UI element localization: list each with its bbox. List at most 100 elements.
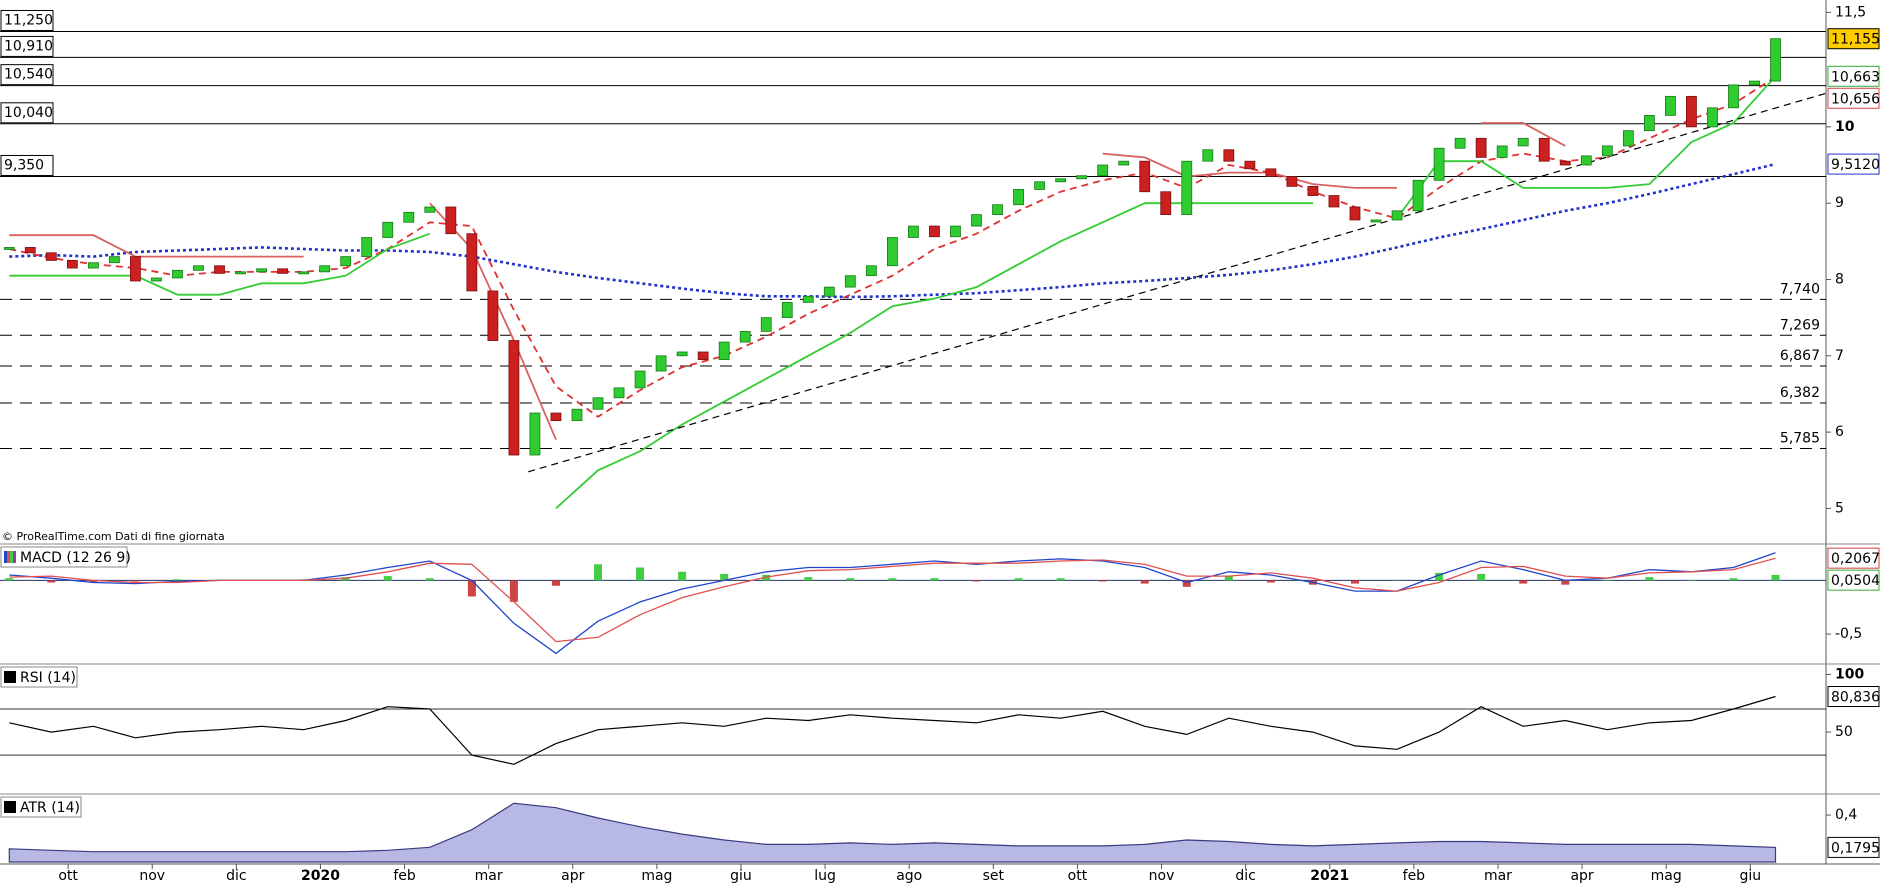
x-tick-label: mag xyxy=(1651,868,1682,884)
x-tick-label: ott xyxy=(58,868,78,884)
panel-title: ATR (14) xyxy=(20,800,80,816)
candle xyxy=(1202,149,1214,162)
candle xyxy=(277,268,289,274)
x-tick-label: set xyxy=(983,868,1005,884)
x-tick-label: dic xyxy=(226,868,246,884)
source-note: © ProRealTime.com Dati di fine giornata xyxy=(2,530,225,543)
level-label: 7,269 xyxy=(1780,317,1820,333)
histogram-bar xyxy=(1056,578,1065,581)
macd-line xyxy=(9,557,1776,643)
candle xyxy=(1076,175,1088,180)
candle xyxy=(592,397,604,410)
histogram-bar xyxy=(1224,576,1233,581)
value-badge xyxy=(1827,836,1880,858)
value-badge-label: 9,5120 xyxy=(1831,157,1880,173)
candle xyxy=(739,330,751,343)
candle xyxy=(1412,179,1424,212)
indicator-line xyxy=(1396,75,1777,219)
value-badge-label: 80,836 xyxy=(1831,690,1880,706)
level-label-box xyxy=(0,9,54,31)
level-label: 11,250 xyxy=(4,12,53,28)
candle xyxy=(1686,95,1697,128)
candle xyxy=(1517,137,1529,147)
value-badge-label: 11,155 xyxy=(1831,32,1880,48)
y-tick-label: -0,5 xyxy=(1835,626,1862,642)
x-tick-label: mar xyxy=(475,868,503,884)
candle xyxy=(655,355,667,372)
legend-box xyxy=(0,546,128,568)
x-tick-label: lug xyxy=(814,868,836,884)
candle xyxy=(1034,181,1045,190)
value-badge xyxy=(1827,686,1880,708)
candle xyxy=(508,340,520,456)
candle xyxy=(950,225,961,238)
candle xyxy=(403,211,415,223)
level-label: 5,785 xyxy=(1780,431,1820,447)
candle xyxy=(1475,137,1487,158)
histogram-bar xyxy=(1687,580,1696,581)
histogram-bar xyxy=(131,580,140,582)
candle xyxy=(718,341,730,361)
y-tick-label: 9 xyxy=(1835,195,1844,211)
candle xyxy=(1370,219,1382,223)
candle xyxy=(193,265,204,271)
candle xyxy=(1601,145,1613,157)
candle xyxy=(1496,145,1508,158)
histogram-bar xyxy=(804,577,813,581)
candle xyxy=(1286,176,1298,187)
panel-title: MACD (12 26 9) xyxy=(20,550,131,566)
candle xyxy=(1728,84,1739,109)
histogram-bar xyxy=(1561,580,1570,585)
candle xyxy=(1160,191,1172,216)
value-badge-label: 0,2067 xyxy=(1831,551,1880,567)
candle xyxy=(108,256,120,264)
candle xyxy=(24,247,36,254)
histogram-bar xyxy=(1014,578,1023,581)
histogram-bar xyxy=(1519,580,1528,584)
value-badge-label: 0,1795 xyxy=(1831,840,1880,856)
candle xyxy=(529,412,541,456)
rsi-legend: RSI (14) xyxy=(0,666,78,688)
level-label: 10,540 xyxy=(4,67,53,83)
histogram-bar xyxy=(1098,580,1107,582)
value-badge xyxy=(1827,87,1880,109)
candle xyxy=(130,256,141,282)
candle xyxy=(929,225,940,238)
candle xyxy=(550,412,562,422)
histogram-bar xyxy=(1350,580,1359,584)
level-label: 6,867 xyxy=(1780,348,1820,364)
candle xyxy=(151,277,162,282)
x-tick-label: 2021 xyxy=(1310,868,1349,884)
value-badge xyxy=(1827,569,1880,591)
histogram-bar xyxy=(47,580,56,583)
candle xyxy=(1664,95,1676,116)
candle xyxy=(1097,164,1109,177)
histogram-bar xyxy=(930,578,939,581)
candle xyxy=(781,301,793,319)
y-tick-label: 8 xyxy=(1835,271,1844,287)
x-tick-label: mag xyxy=(641,868,672,884)
candle xyxy=(1643,115,1655,132)
candle xyxy=(844,275,856,288)
candle xyxy=(466,233,478,292)
histogram-bar xyxy=(888,578,897,581)
histogram-bar xyxy=(173,579,182,581)
candle xyxy=(1223,149,1235,162)
candle xyxy=(908,225,919,238)
legend-icon xyxy=(10,551,13,563)
level-label: 10,040 xyxy=(4,105,53,121)
candle xyxy=(802,295,814,303)
candle xyxy=(298,271,310,275)
candle xyxy=(1622,130,1634,147)
x-tick-label: feb xyxy=(1403,868,1426,884)
y-tick-label: 5 xyxy=(1835,500,1844,516)
x-tick-label: apr xyxy=(1570,868,1593,884)
histogram-bar xyxy=(1182,580,1191,587)
level-label-box xyxy=(0,35,54,57)
candle xyxy=(697,351,709,361)
histogram-bar xyxy=(846,578,855,581)
candle xyxy=(571,408,583,422)
value-badge xyxy=(1827,153,1880,175)
